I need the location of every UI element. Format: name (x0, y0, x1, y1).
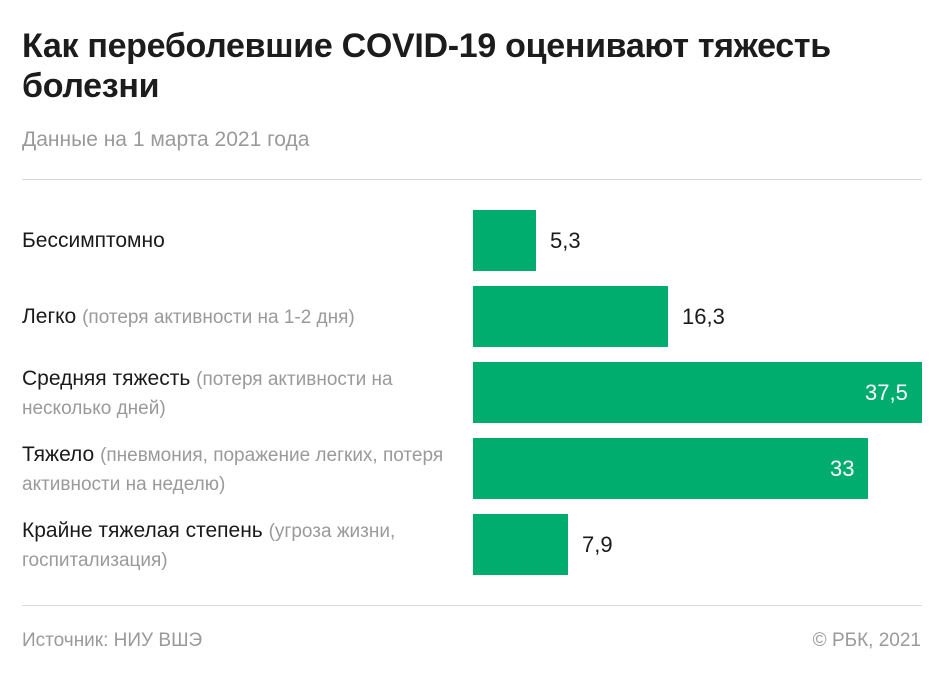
bar (473, 286, 668, 347)
category-name: Тяжело (22, 442, 95, 466)
bar-value-label: 37,5 (865, 380, 908, 405)
category-label: Крайне тяжелая степень (угроза жизни, го… (22, 517, 467, 575)
category-label: Средняя тяжесть (потеря активности на не… (22, 365, 467, 423)
category-note: (угроза жизни, госпитализация) (22, 520, 396, 571)
top-divider (22, 179, 922, 180)
category-name: Крайне тяжелая степень (22, 518, 263, 542)
bar-value-label: 33 (830, 456, 855, 481)
category-label: Бессимптомно (22, 227, 467, 255)
bar (473, 438, 868, 499)
chart-subtitle: Данные на 1 марта 2021 года (22, 128, 310, 151)
chart-title: Как переболевшие COVID-19 оценивают тяже… (22, 27, 831, 105)
category-note: (потеря активности на несколько дней) (22, 368, 393, 419)
category-name: Средняя тяжесть (22, 366, 191, 390)
bar-value-label: 5,3 (550, 228, 581, 253)
bar (473, 514, 568, 575)
bottom-divider (22, 605, 922, 606)
category-note: (потеря активности на 1-2 дня) (82, 306, 355, 328)
bar (473, 362, 922, 423)
bar (473, 210, 536, 271)
category-label: Тяжело (пневмония, поражение легких, пот… (22, 441, 467, 499)
category-note: (пневмония, поражение легких, потеря акт… (22, 444, 444, 495)
category-name: Легко (22, 304, 77, 328)
bar-value-label: 16,3 (682, 304, 725, 329)
bar-value-label: 7,9 (582, 532, 613, 557)
copyright-note: © РБК, 2021 (812, 630, 921, 651)
category-label: Легко (потеря активности на 1-2 дня) (22, 303, 467, 332)
source-note: Источник: НИУ ВШЭ (22, 630, 203, 651)
category-name: Бессимптомно (22, 228, 165, 252)
